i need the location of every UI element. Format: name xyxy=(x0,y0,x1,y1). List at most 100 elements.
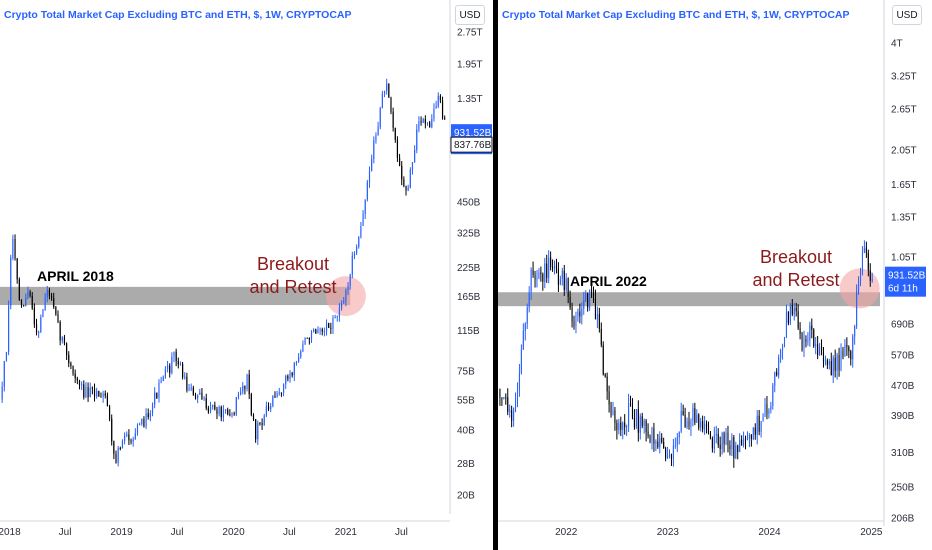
price-tick-label: 225B xyxy=(457,263,481,274)
candle-body xyxy=(739,439,741,452)
candle-body xyxy=(298,357,300,362)
candle-body xyxy=(57,314,59,322)
candle-body xyxy=(731,437,733,450)
candle-body xyxy=(224,409,227,411)
candle-body xyxy=(820,346,823,351)
candle-body xyxy=(690,420,692,427)
prev-close-value: 837.76B xyxy=(454,140,492,151)
candle-body xyxy=(546,263,548,278)
candle-body xyxy=(171,356,173,373)
candle-body xyxy=(10,257,12,306)
panel-divider[interactable] xyxy=(493,0,498,550)
candle-body xyxy=(536,277,538,281)
candle-body xyxy=(182,364,184,378)
candle-body xyxy=(233,413,235,415)
candle-body xyxy=(828,361,830,365)
candle-body xyxy=(589,289,591,308)
candle-body xyxy=(85,387,87,398)
candle-body xyxy=(682,411,684,415)
price-tick-label: 470B xyxy=(891,381,915,392)
candle-body xyxy=(319,329,321,331)
candle-body xyxy=(861,252,863,273)
chart-title-right: Crypto Total Market Cap Excluding BTC an… xyxy=(502,9,850,21)
candle-body xyxy=(237,394,240,398)
candle-body xyxy=(577,311,579,317)
candle-body xyxy=(66,343,68,355)
candle-body xyxy=(727,432,729,446)
candle-body xyxy=(713,435,715,449)
candle-body xyxy=(639,416,641,433)
candle-body xyxy=(203,398,205,400)
candle-body xyxy=(130,440,132,442)
candle-body xyxy=(571,307,573,322)
candle-body xyxy=(858,281,860,292)
candle-body xyxy=(407,187,409,191)
candle-body xyxy=(737,445,739,452)
price-tick-label: 2.75T xyxy=(457,27,483,38)
candle-body xyxy=(795,307,797,312)
candle-body xyxy=(657,441,659,448)
candle-body xyxy=(743,438,745,446)
candle-body xyxy=(113,441,115,454)
candle-body xyxy=(201,392,203,399)
candle-body xyxy=(766,404,768,415)
candle-body xyxy=(379,108,381,127)
candle-body xyxy=(136,424,139,434)
candle-body xyxy=(591,289,593,291)
currency-button-left[interactable]: USD xyxy=(455,5,485,25)
price-tick-label: 690B xyxy=(891,320,915,331)
candlestick-chart-right[interactable]: 4T 3.25T 2.65T 2.05T 1.65T 1.35T 1.05T 690B 570B… xyxy=(498,0,932,550)
time-tick-label: 2022 xyxy=(555,527,578,538)
time-tick-label: 2024 xyxy=(758,527,781,538)
candle-body xyxy=(787,311,789,323)
candle-body xyxy=(12,239,14,258)
support-zone xyxy=(0,286,351,306)
candle-body xyxy=(667,455,669,458)
candle-body xyxy=(192,387,194,396)
candle-body xyxy=(61,337,63,341)
candle-body xyxy=(852,336,854,360)
candle-body xyxy=(665,448,667,458)
candlestick-chart-left[interactable]: 2.75T 1.95T 1.35T 450B 325B 225B 165B 115B 75B 55… xyxy=(0,0,493,550)
candle-body xyxy=(516,390,519,399)
candle-body xyxy=(229,414,231,416)
candle-body xyxy=(388,83,390,98)
annotation-text-line2: and Retest xyxy=(249,277,336,297)
candle-body xyxy=(659,437,661,448)
candle-body xyxy=(709,433,711,439)
candle-body xyxy=(102,393,104,398)
candle-body xyxy=(414,150,416,163)
candle-body xyxy=(250,394,252,415)
candle-body xyxy=(624,422,626,428)
candle-body xyxy=(515,398,517,409)
candle-body xyxy=(567,278,569,298)
zone-label: APRIL 2018 xyxy=(37,268,114,284)
candle-body xyxy=(128,434,130,441)
candle-body xyxy=(287,375,289,379)
candle-body xyxy=(846,345,848,347)
candle-body xyxy=(398,158,401,166)
candle-body xyxy=(394,127,396,140)
currency-button-right[interactable]: USD xyxy=(892,5,922,25)
candle-body xyxy=(126,434,128,436)
candle-body xyxy=(797,311,799,329)
candle-body xyxy=(859,272,862,282)
candle-body xyxy=(177,361,179,365)
candle-body xyxy=(55,307,57,315)
candle-body xyxy=(411,162,414,170)
candle-body xyxy=(840,350,842,371)
candle-body xyxy=(29,291,31,296)
candle-body xyxy=(173,351,175,357)
candle-body xyxy=(87,387,89,398)
time-tick-label: Jul xyxy=(59,527,72,538)
candle-body xyxy=(145,413,147,427)
candle-body xyxy=(805,339,807,342)
price-tick-label: 3.25T xyxy=(891,72,917,83)
candle-body xyxy=(334,316,336,318)
candle-body xyxy=(218,406,220,414)
price-tick-label: 20B xyxy=(457,491,475,502)
candle-body xyxy=(383,90,386,94)
candle-body xyxy=(227,409,229,415)
candle-body xyxy=(626,426,628,428)
candle-body xyxy=(141,419,143,424)
